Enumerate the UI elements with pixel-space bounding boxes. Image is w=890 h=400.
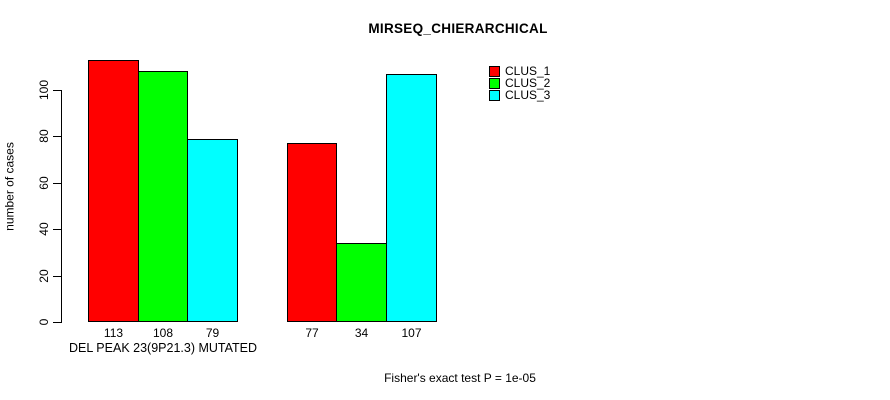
bar-clus_1-group1 [88,60,139,322]
fisher-test-note: Fisher's exact test P = 1e-05 [384,371,536,385]
bar-value-label: 108 [152,326,174,340]
x-category-label: DEL PEAK 23(9P21.3) MUTATED [68,341,258,355]
y-axis-line [61,90,62,323]
bar-value-label: 77 [305,326,319,340]
y-axis-tick-label: 40 [37,222,51,236]
bar-clus_3-group2 [386,74,437,322]
y-axis-title: number of cases [2,142,17,231]
bar-value-label: 107 [401,326,422,340]
legend-swatch-icon [489,66,500,77]
legend-label: CLUS_3 [505,88,551,102]
bar-value-label: 113 [103,326,124,340]
y-axis-tick [53,136,61,137]
chart-title: MIRSEQ_CHIERARCHICAL [368,21,548,36]
bar-clus_2-group2 [336,243,387,322]
legend-item: CLUS_3 [489,88,551,102]
legend-item: CLUS_1 [489,64,551,78]
bar-clus_1-group2 [287,143,337,322]
bar-value-label: 79 [205,326,220,340]
y-axis-tick [53,90,61,91]
legend-swatch-icon [489,78,500,89]
y-axis-tick [53,183,61,184]
y-axis-tick [53,322,61,323]
y-axis-tick [53,229,61,230]
y-axis-tick-label: 20 [37,269,51,283]
bar-value-label: 34 [354,326,369,340]
bar-clus_2-group1 [138,71,188,322]
legend-swatch-icon [489,90,500,101]
y-axis-tick-label: 100 [37,79,51,101]
y-axis-tick [53,276,61,277]
y-axis-tick-label: 60 [37,176,51,190]
legend: CLUS_1 CLUS_2 CLUS_3 [489,64,551,102]
legend-label: CLUS_2 [505,76,551,90]
y-axis-tick-label: 80 [37,129,51,143]
legend-label: CLUS_1 [505,64,551,78]
legend-item: CLUS_2 [489,76,551,90]
y-axis-tick-label: 0 [37,318,51,326]
bar-clus_3-group1 [187,139,238,322]
